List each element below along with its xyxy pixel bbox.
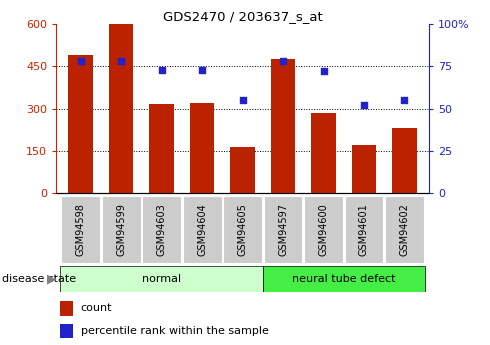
Point	[319, 69, 327, 74]
Title: GDS2470 / 203637_s_at: GDS2470 / 203637_s_at	[163, 10, 322, 23]
Text: percentile rank within the sample: percentile rank within the sample	[80, 326, 269, 336]
Bar	[392, 128, 416, 193]
Bar	[271, 59, 295, 193]
Bar	[263, 266, 425, 292]
Bar	[149, 105, 174, 193]
Bar	[183, 196, 221, 263]
Text: normal: normal	[142, 274, 181, 284]
Text: GSM94599: GSM94599	[116, 203, 126, 256]
Text: GSM94600: GSM94600	[318, 203, 328, 256]
Bar	[60, 301, 73, 316]
Bar	[223, 196, 262, 263]
Bar	[311, 113, 336, 193]
Bar	[109, 24, 133, 193]
Text: GSM94598: GSM94598	[75, 203, 86, 256]
Bar	[60, 266, 263, 292]
Text: count: count	[80, 303, 112, 313]
Text: GSM94604: GSM94604	[197, 203, 207, 256]
Point	[279, 59, 287, 64]
Bar	[60, 324, 73, 338]
Bar	[142, 196, 181, 263]
Bar	[385, 196, 424, 263]
Bar	[69, 55, 93, 193]
Text: disease state: disease state	[2, 274, 76, 284]
Text: GSM94602: GSM94602	[399, 203, 410, 256]
Bar	[230, 147, 255, 193]
Point	[77, 59, 85, 64]
Bar	[61, 196, 100, 263]
Text: ▶: ▶	[47, 272, 56, 285]
Point	[198, 67, 206, 72]
Bar	[344, 196, 383, 263]
Bar	[264, 196, 302, 263]
Point	[400, 98, 408, 103]
Point	[158, 67, 166, 72]
Point	[117, 59, 125, 64]
Point	[360, 102, 368, 108]
Text: GSM94597: GSM94597	[278, 203, 288, 256]
Text: neural tube defect: neural tube defect	[292, 274, 395, 284]
Bar	[102, 196, 141, 263]
Text: GSM94603: GSM94603	[157, 203, 167, 256]
Bar	[352, 145, 376, 193]
Text: GSM94601: GSM94601	[359, 203, 369, 256]
Bar	[190, 103, 214, 193]
Point	[239, 98, 246, 103]
Bar	[304, 196, 343, 263]
Text: GSM94605: GSM94605	[238, 203, 247, 256]
